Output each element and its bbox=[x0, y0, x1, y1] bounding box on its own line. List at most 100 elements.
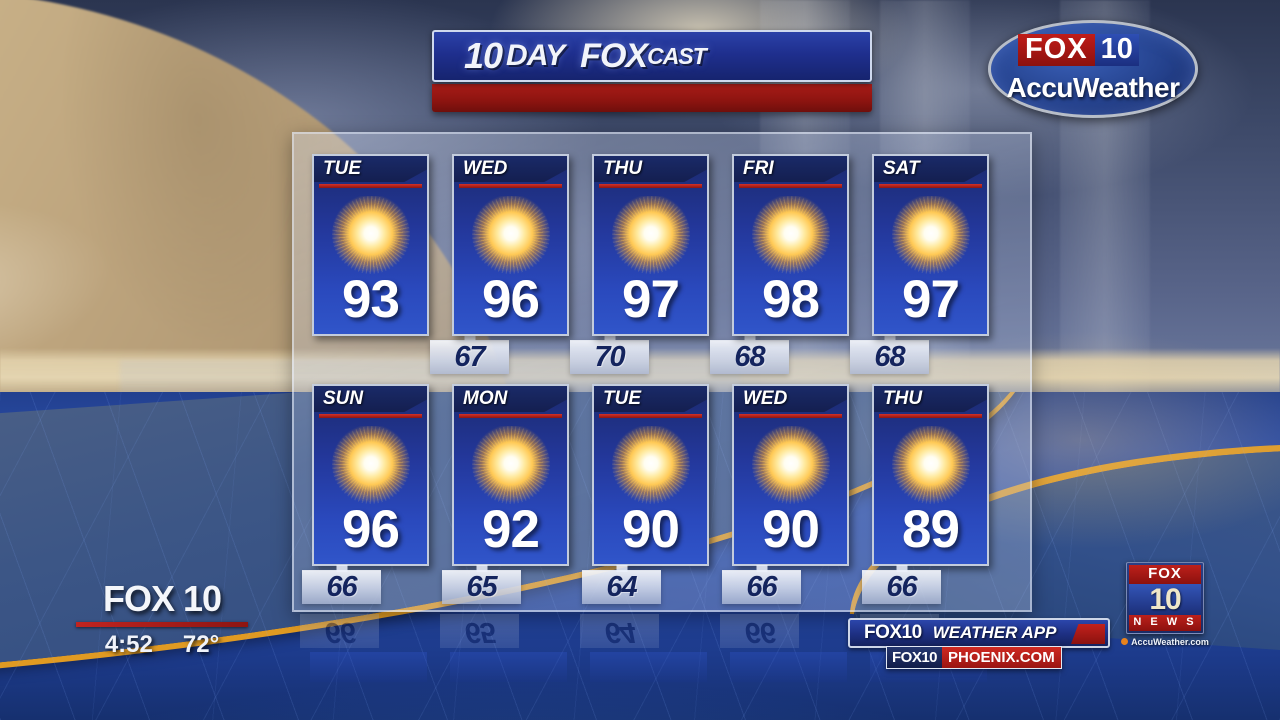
forecast-card-thu[interactable]: THU 97 bbox=[592, 154, 709, 336]
forecast-card-mon[interactable]: MON 92 bbox=[452, 384, 569, 566]
logo-fox-text: FOX bbox=[1018, 34, 1095, 66]
news-bug-accuweather: AccuWeather.com bbox=[1118, 637, 1212, 647]
low-temp-value: 66 bbox=[326, 571, 357, 603]
website-fox-text: FOX10 bbox=[887, 647, 943, 669]
low-temp-value: 68 bbox=[874, 341, 905, 373]
forecast-row-2: SUN 96 66 MON 92 65 TUE 90 64 WED 90 66 THU 89 66 bbox=[294, 374, 1034, 604]
chip-tab bbox=[604, 335, 615, 342]
station-name: FOX 10 bbox=[102, 578, 222, 619]
card-day-label: SUN bbox=[323, 388, 364, 409]
sun-core bbox=[891, 426, 970, 504]
title-banner: 10 DAY FOX CAST bbox=[432, 30, 872, 82]
logo-ten-text: 10 bbox=[1094, 34, 1139, 66]
forecast-panel: TUE 93 67 WED 96 70 THU 97 68 FRI 98 68 SAT 97 SUN 96 6… bbox=[292, 132, 1032, 612]
card-high-temp: 90 bbox=[762, 500, 820, 559]
sun-icon bbox=[751, 426, 830, 504]
sun-core bbox=[471, 426, 550, 504]
card-high-temp: 96 bbox=[342, 500, 400, 559]
title-day-word: DAY bbox=[506, 39, 565, 72]
card-day-label: MON bbox=[463, 388, 508, 409]
accuweather-dot-icon bbox=[1121, 638, 1129, 646]
forecast-card-sun[interactable]: SUN 96 bbox=[312, 384, 429, 566]
sun-icon bbox=[751, 196, 830, 274]
reflection-low-value: 65 bbox=[464, 615, 495, 648]
card-high-temp: 90 bbox=[622, 500, 680, 559]
card-red-rule bbox=[319, 414, 422, 418]
low-temp-chip: 70 bbox=[570, 335, 649, 374]
card-red-rule bbox=[879, 414, 982, 418]
card-header: TUE bbox=[594, 386, 707, 412]
app-red-wedge bbox=[1071, 624, 1105, 644]
low-temp-value: 66 bbox=[746, 571, 777, 603]
sun-core bbox=[611, 426, 690, 504]
chip-tab bbox=[896, 565, 907, 572]
card-red-rule bbox=[739, 414, 842, 418]
news-bug-box: FOX 10 N E W S bbox=[1126, 562, 1204, 634]
chip-tab bbox=[884, 335, 895, 342]
low-temp-value: 64 bbox=[606, 571, 637, 603]
weather-app-banner[interactable]: FOX10 WEATHER APP FOX10 PHOENIX.COM bbox=[848, 618, 1110, 670]
forecast-card-fri[interactable]: FRI 98 bbox=[732, 154, 849, 336]
low-temp-chip: 66 bbox=[722, 565, 801, 604]
card-high-temp: 97 bbox=[622, 270, 680, 329]
card-header: WED bbox=[734, 386, 847, 412]
card-high-temp: 89 bbox=[902, 500, 960, 559]
card-high-temp: 97 bbox=[902, 270, 960, 329]
station-rule bbox=[76, 622, 248, 627]
low-temp-value: 67 bbox=[454, 341, 485, 373]
forecast-card-thu[interactable]: THU 89 bbox=[872, 384, 989, 566]
sun-icon bbox=[891, 196, 970, 274]
low-temp-value: 65 bbox=[466, 571, 497, 603]
card-day-label: THU bbox=[883, 388, 923, 409]
logo-wordmark: FOX 10 bbox=[1018, 34, 1139, 66]
reflection-low-chip: 66 bbox=[300, 614, 379, 648]
card-header: SUN bbox=[314, 386, 427, 412]
chip-tab bbox=[336, 565, 347, 572]
low-temp-value: 70 bbox=[594, 341, 625, 373]
forecast-card-tue[interactable]: TUE 90 bbox=[592, 384, 709, 566]
sun-icon bbox=[471, 196, 550, 274]
reflection-low-value: 64 bbox=[604, 615, 635, 648]
forecast-card-wed[interactable]: WED 90 bbox=[732, 384, 849, 566]
card-header: TUE bbox=[314, 156, 427, 182]
card-header: MON bbox=[454, 386, 567, 412]
sun-icon bbox=[471, 426, 550, 504]
sun-icon bbox=[611, 426, 690, 504]
forecast-card-sat[interactable]: SAT 97 bbox=[872, 154, 989, 336]
sun-icon bbox=[611, 196, 690, 274]
sun-core bbox=[611, 196, 690, 274]
card-red-rule bbox=[739, 184, 842, 188]
website-chip[interactable]: FOX10 PHOENIX.COM bbox=[886, 646, 1062, 670]
news-bug-ten-text: 10 bbox=[1129, 584, 1201, 616]
low-temp-chip: 68 bbox=[850, 335, 929, 374]
low-temp-chip: 64 bbox=[582, 565, 661, 604]
card-day-label: TUE bbox=[323, 158, 361, 179]
weather-app-header: FOX10 WEATHER APP bbox=[848, 618, 1110, 648]
reflection-low-value: 66 bbox=[744, 615, 775, 648]
low-temp-chip: 67 bbox=[430, 335, 509, 374]
forecast-card-tue[interactable]: TUE 93 bbox=[312, 154, 429, 336]
news-bug-accu-text: AccuWeather.com bbox=[1131, 636, 1209, 647]
chip-tab bbox=[756, 565, 767, 572]
card-header: SAT bbox=[874, 156, 987, 182]
title-red-bar bbox=[432, 84, 872, 112]
sun-core bbox=[751, 196, 830, 274]
card-red-rule bbox=[879, 184, 982, 188]
forecast-row-1: TUE 93 67 WED 96 70 THU 97 68 FRI 98 68 SAT 97 bbox=[294, 144, 1034, 374]
background-floor bbox=[0, 392, 1280, 720]
station-meta: 4:52 72° bbox=[72, 631, 252, 659]
card-red-rule bbox=[599, 414, 702, 418]
card-day-label: WED bbox=[463, 158, 508, 179]
card-day-label: SAT bbox=[883, 158, 920, 179]
card-header: FRI bbox=[734, 156, 847, 182]
reflection-card bbox=[310, 652, 427, 682]
card-day-label: WED bbox=[743, 388, 788, 409]
low-temp-chip: 66 bbox=[302, 565, 381, 604]
forecast-card-wed[interactable]: WED 96 bbox=[452, 154, 569, 336]
card-day-label: THU bbox=[603, 158, 643, 179]
chip-tab bbox=[616, 565, 627, 572]
title-number: 10 bbox=[464, 35, 503, 76]
sun-core bbox=[891, 196, 970, 274]
low-temp-chip: 68 bbox=[710, 335, 789, 374]
sun-icon bbox=[331, 196, 410, 274]
